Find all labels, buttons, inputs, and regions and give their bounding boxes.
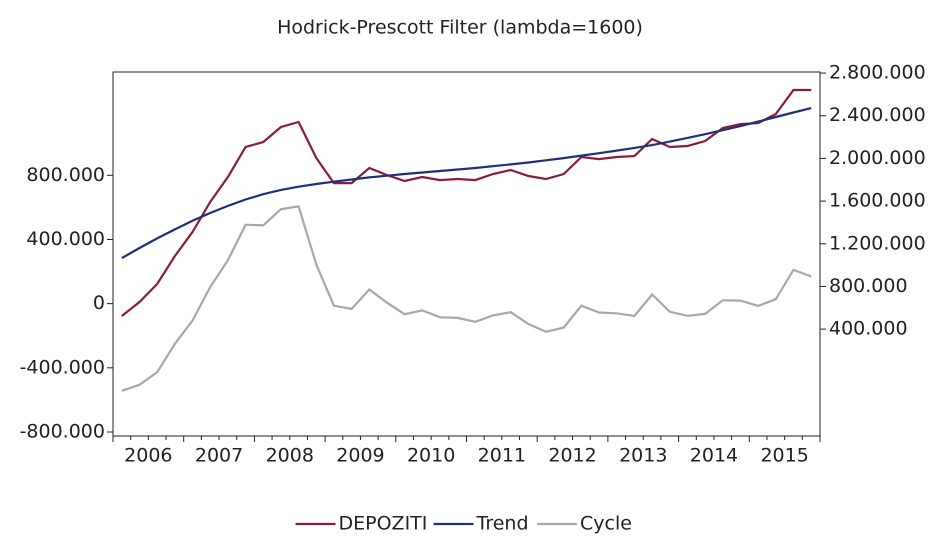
x-tick-label: 2008 (266, 445, 314, 467)
y-tick-label: 800.000 (26, 164, 105, 186)
y-tick-label: 400.000 (26, 228, 105, 250)
y2-tick-label: 2.400.000 (829, 104, 926, 126)
series-line (121, 205, 812, 392)
y2-tick-label: 800.000 (829, 275, 908, 297)
series-line (121, 107, 812, 260)
plot-frame (112, 71, 821, 437)
y-tick-label: -400.000 (20, 356, 105, 378)
y-tick-label: 0 (93, 292, 105, 314)
y2-tick-label: 1.200.000 (829, 232, 926, 254)
x-tick-label: 2015 (760, 445, 808, 467)
legend-label: DEPOZITI (339, 513, 428, 535)
y-tick-label: -800.000 (20, 420, 105, 442)
y2-tick-label: 1.600.000 (829, 190, 926, 212)
legend-label: Trend (476, 513, 529, 535)
y2-tick-label: 400.000 (829, 318, 908, 340)
x-tick-label: 2007 (195, 445, 243, 467)
chart-title: Hodrick-Prescott Filter (lambda=1600) (277, 17, 643, 39)
x-tick-label: 2006 (124, 445, 172, 467)
legend-label: Cycle (580, 513, 632, 535)
series-line (121, 88, 812, 317)
x-tick-label: 2010 (407, 445, 455, 467)
x-tick-label: 2014 (690, 445, 738, 467)
x-tick-label: 2013 (619, 445, 667, 467)
y2-tick-label: 2.800.000 (829, 62, 926, 84)
x-tick-label: 2011 (478, 445, 526, 467)
y2-tick-label: 2.000.000 (829, 147, 926, 169)
x-tick-label: 2012 (548, 445, 596, 467)
x-tick-label: 2009 (336, 445, 384, 467)
